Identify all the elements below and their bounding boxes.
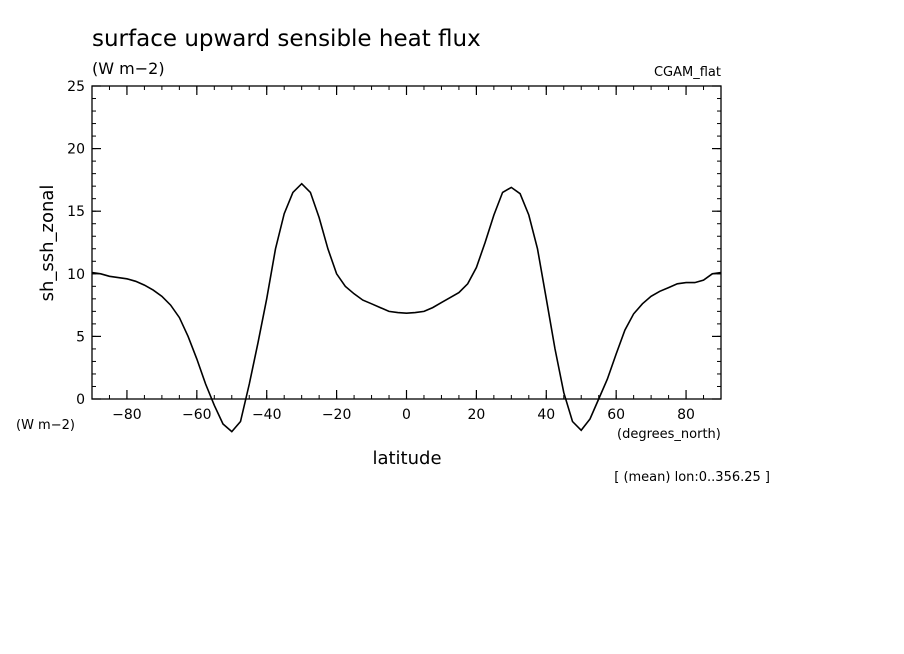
y-tick-label: 10: [67, 267, 85, 283]
x-tick-label: 60: [607, 407, 625, 423]
y-tick-label: 20: [67, 142, 85, 158]
x-axis-ticks: −80 −60 −40 −20 0 20 40 60 80: [112, 86, 695, 423]
x-axis-units: (degrees_north): [617, 427, 721, 442]
chart-title: surface upward sensible heat flux: [92, 26, 481, 52]
dataset-label: CGAM_flat: [654, 65, 721, 80]
x-tick-label: −60: [182, 407, 212, 423]
x-tick-label: 40: [537, 407, 555, 423]
y-tick-label: 25: [67, 79, 85, 95]
y-tick-label: 15: [67, 204, 85, 220]
y-tick-label: 5: [76, 329, 85, 345]
y-axis-ticks: 0 5 10 15 20 25: [67, 79, 721, 408]
x-tick-label: −20: [322, 407, 352, 423]
x-tick-label: −40: [252, 407, 282, 423]
x-tick-label: 80: [677, 407, 695, 423]
y-axis-label: sh_ssh_zonal: [37, 185, 58, 302]
footnote: [ (mean) lon:0..356.25 ]: [614, 470, 770, 485]
x-tick-label: 0: [402, 407, 411, 423]
x-tick-label: −80: [112, 407, 142, 423]
minor-ticks: [91, 85, 722, 400]
y-tick-label: 0: [76, 392, 85, 408]
x-axis-label: latitude: [372, 448, 441, 469]
y-axis-units: (W m−2): [16, 418, 75, 433]
chart-units: (W m−2): [92, 59, 165, 78]
x-tick-label: 20: [467, 407, 485, 423]
plot-frame: [91, 85, 722, 400]
series-line: [91, 182, 722, 433]
